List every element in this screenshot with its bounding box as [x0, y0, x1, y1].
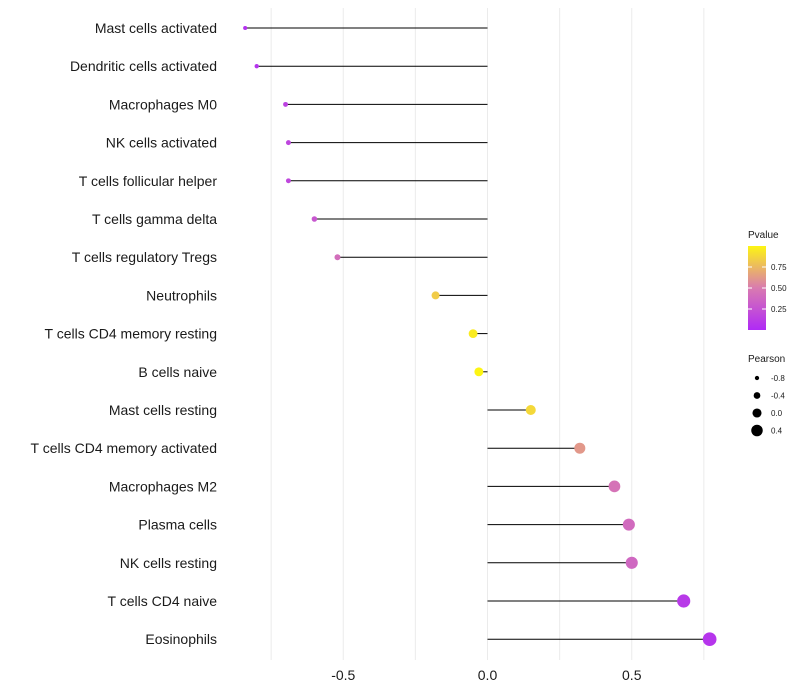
category-label: T cells gamma delta [92, 211, 217, 227]
lollipop-point [468, 329, 478, 338]
lollipop-point [574, 442, 586, 454]
colorbar-tick-label: 0.50 [771, 284, 787, 293]
x-tick-label: 0.5 [622, 667, 642, 683]
lollipop-point [243, 25, 248, 31]
category-label: NK cells resting [120, 555, 217, 571]
category-label: Eosinophils [145, 631, 217, 647]
category-labels: Mast cells activated Dendritic cells acti… [31, 20, 218, 647]
lollipop-point [285, 140, 291, 146]
grid-layer [270, 8, 705, 660]
lollipop-point [254, 64, 259, 69]
category-label: NK cells activated [106, 135, 217, 151]
pearson-legend: Pearson -0.8 -0.4 0.0 0.4 [748, 354, 785, 437]
lollipop-point [474, 367, 484, 377]
size-legend-key [754, 375, 760, 381]
point-layer [243, 25, 717, 647]
lollipop-point [283, 101, 288, 107]
pvalue-legend-title: Pvalue [748, 230, 779, 241]
size-legend-key [751, 424, 763, 437]
size-legend-label: 0.0 [771, 409, 783, 418]
colorbar-tick-label: 0.25 [771, 305, 787, 314]
lollipop-point [525, 405, 536, 415]
size-legend-label: -0.4 [771, 392, 785, 401]
pvalue-colorbar [748, 246, 766, 330]
colorbar-tick-label: 0.75 [771, 263, 787, 272]
size-legend-key [752, 408, 762, 418]
category-label: T cells CD4 memory activated [31, 440, 217, 456]
lollipop-point [431, 291, 440, 300]
lollipop-point [625, 556, 638, 569]
category-label: Macrophages M0 [109, 96, 217, 112]
category-label: Macrophages M2 [109, 478, 217, 494]
lollipop-point [311, 216, 318, 222]
stem-layer [245, 27, 710, 640]
size-legend-label: 0.4 [771, 427, 783, 436]
x-tick-labels: -0.5 0.0 0.5 [331, 667, 642, 683]
x-tick-label: 0.0 [478, 667, 498, 683]
lollipop-point [285, 178, 291, 184]
lollipop-point [702, 632, 717, 647]
category-label: T cells follicular helper [79, 173, 218, 189]
size-legend-label: -0.8 [771, 374, 785, 383]
category-label: Plasma cells [138, 517, 217, 533]
category-label: Mast cells activated [95, 20, 217, 36]
category-label: Dendritic cells activated [70, 58, 217, 74]
category-label: T cells CD4 memory resting [45, 326, 217, 342]
pvalue-legend: Pvalue 0.25 0.50 0.75 [748, 230, 787, 330]
category-label: T cells regulatory Tregs [72, 249, 217, 265]
category-label: T cells CD4 naive [108, 593, 218, 609]
lollipop-point [677, 594, 691, 608]
pearson-legend-title: Pearson [748, 354, 785, 365]
x-tick-label: -0.5 [331, 667, 355, 683]
category-label: Mast cells resting [109, 402, 217, 418]
category-label: Neutrophils [146, 287, 217, 303]
size-legend-key [753, 392, 761, 399]
category-label: B cells naive [138, 364, 217, 380]
lollipop-point [608, 480, 621, 493]
lollipop-point [622, 518, 635, 531]
lollipop-point [334, 254, 341, 261]
